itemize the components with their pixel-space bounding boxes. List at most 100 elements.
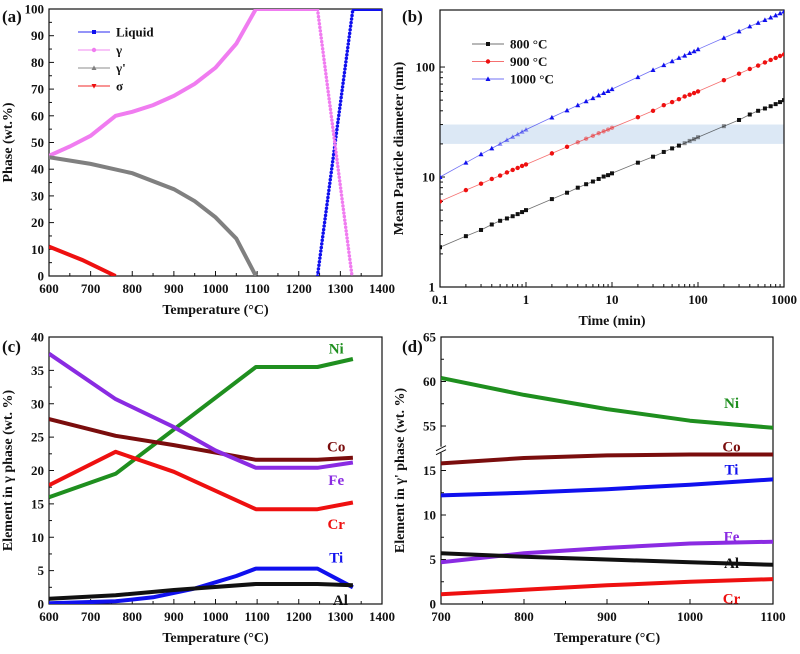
data-point-circle: [773, 55, 778, 61]
data-point-square: [590, 179, 595, 184]
data-point-triangle: [650, 67, 656, 72]
data-point-circle: [755, 63, 761, 68]
y-tick-label: 15: [31, 496, 45, 511]
data-point-square: [601, 174, 606, 179]
data-point-circle: [575, 140, 580, 145]
data-point-circle: [635, 114, 641, 120]
series-label-Ni: Ni: [724, 396, 739, 412]
data-point-triangle: [762, 17, 768, 22]
series-label-Fe: Fe: [328, 473, 344, 489]
data-point-triangle: [605, 88, 611, 94]
series-Liquid-line: [317, 9, 382, 276]
series-Al-line: [49, 582, 353, 601]
y-tick-label: 5: [430, 552, 437, 567]
data-point-circle: [510, 167, 515, 173]
legend-marker-circle: [91, 47, 97, 53]
data-point-circle: [687, 92, 692, 97]
y-tick-label: 35: [31, 363, 45, 378]
data-point-triangle: [777, 10, 783, 16]
plot-frame: [48, 336, 383, 605]
data-point-circle: [504, 170, 510, 175]
data-point-triangle: [564, 107, 570, 113]
data-point-square: [479, 227, 484, 232]
data-point-triangle: [721, 35, 727, 40]
series-label-Ti: Ti: [329, 550, 343, 566]
data-point-triangle: [440, 174, 443, 180]
y-tick-label: 10: [31, 530, 44, 545]
y-axis-label: Phase (wt.%): [1, 102, 16, 182]
data-point-circle: [777, 53, 783, 59]
x-axis-label: Time (min): [578, 314, 645, 329]
data-point-square: [768, 104, 773, 109]
data-point-triangle: [773, 12, 779, 18]
data-point-triangle: [682, 53, 688, 58]
legend-marker-triangle-down: [91, 84, 97, 89]
data-point-circle: [676, 96, 682, 102]
data-point-square: [762, 106, 767, 111]
data-point-square: [606, 173, 611, 178]
chart-panel-c: 600 700 800 900 1000 1100 1200 1300 1400 0 5 10 15 20…: [1, 330, 395, 647]
data-point-square: [635, 160, 640, 165]
series-Ti-line: [49, 566, 354, 604]
data-point-square: [584, 182, 589, 187]
data-point-circle: [747, 66, 752, 72]
chart-panel-d: 700 800 900 1000 1100 0 5 10 15 55 60 65 Temperature…: [393, 330, 786, 647]
data-point-square: [682, 141, 687, 146]
data-point-circle: [564, 144, 570, 150]
x-tick-label: 600: [39, 609, 59, 624]
data-point-square: [498, 218, 503, 223]
series-label-Al: Al: [724, 556, 739, 572]
data-point-square: [549, 197, 554, 202]
y-tick-label: 5: [38, 563, 45, 578]
data-point-square: [565, 190, 570, 195]
data-point-square: [692, 137, 697, 142]
series--line-solid: [49, 9, 318, 158]
y-tick-label: 60: [31, 108, 44, 123]
data-point-triangle: [687, 50, 693, 56]
data-point-circle: [768, 57, 773, 63]
y-tick-label: 40: [31, 330, 44, 345]
y-tick-label: 50: [31, 135, 44, 150]
y-tick-label: 60: [423, 374, 436, 389]
legend-marker-triangle: [485, 76, 491, 81]
y-axis-label: Element in γ' phase (wt. %): [393, 388, 408, 554]
data-point-square: [670, 146, 675, 151]
series-layer: [440, 10, 784, 250]
y-tick-label: 20: [31, 463, 44, 478]
legend-label: γ: [115, 43, 122, 58]
data-point-triangle: [590, 95, 596, 101]
y-axis-label: Mean Particle diameter (nm): [392, 61, 407, 235]
y-tick-label: 100: [416, 60, 436, 75]
data-point-triangle: [523, 126, 529, 132]
y-tick-label: 30: [31, 396, 44, 411]
x-tick-label: 900: [164, 609, 184, 624]
legend-marker-square: [92, 30, 96, 34]
data-point-triangle: [596, 92, 602, 98]
x-tick-label: 1100: [244, 609, 269, 624]
series--line: [49, 155, 258, 276]
y-tick-label: 40: [31, 162, 44, 177]
data-point-circle: [497, 173, 503, 178]
panel-label: (b): [402, 7, 423, 26]
x-tick-label: 1100: [760, 609, 785, 624]
x-tick-label: 900: [164, 281, 184, 296]
data-point-circle: [601, 129, 606, 134]
data-point-triangle: [768, 14, 774, 20]
data-point-square: [463, 234, 468, 239]
data-point-square: [661, 149, 666, 154]
x-axis-label: Temperature (°C): [162, 631, 269, 646]
data-point-square: [721, 124, 726, 129]
data-point-circle: [440, 199, 443, 204]
data-point-circle: [549, 151, 555, 156]
x-tick-label: 1400: [369, 281, 395, 296]
axis-break-mark: [435, 449, 447, 456]
chart-panel-a: 600 700 800 900 1000 1100 1200 1300 1400 0 10 20 30 4…: [1, 2, 395, 319]
legend-label: γ': [115, 61, 126, 76]
data-point-triangle: [676, 55, 682, 60]
data-point-triangle: [669, 58, 675, 64]
y-tick-label: 20: [31, 215, 44, 230]
data-point-circle: [762, 60, 768, 65]
x-tick-label: 1400: [369, 609, 395, 624]
data-point-triangle: [755, 20, 761, 25]
y-tick-label: 1: [429, 280, 436, 295]
